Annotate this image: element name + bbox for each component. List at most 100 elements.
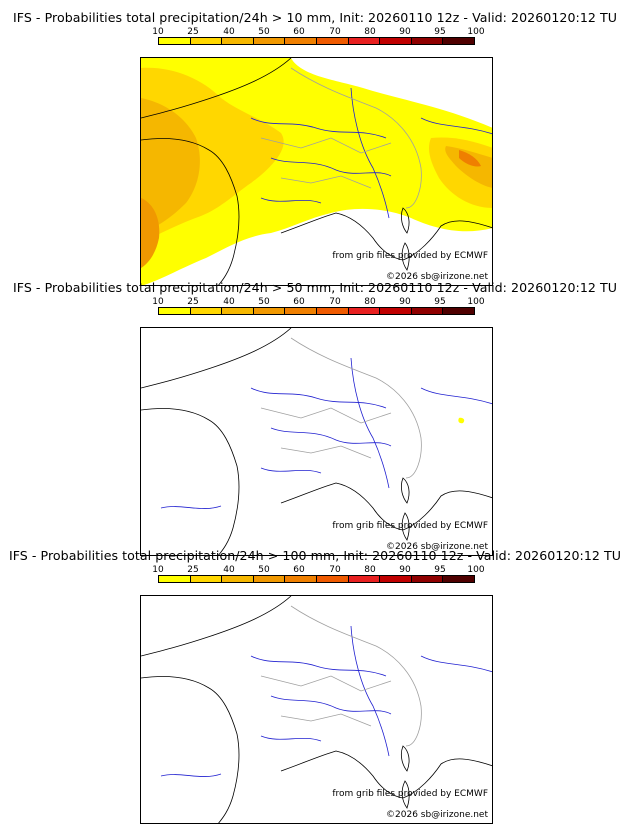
coastline (400, 745, 410, 772)
river (270, 695, 392, 715)
border (260, 407, 392, 424)
legend-swatch (253, 38, 286, 44)
legend-swatch (411, 38, 444, 44)
coastline (401, 242, 410, 271)
coastline (401, 512, 410, 541)
legend-tick: 100 (467, 297, 485, 307)
legend-tick: 10 (152, 27, 164, 37)
source-credit: from grib files provided by ECMWF (332, 251, 488, 261)
legend-tick: 60 (293, 27, 305, 37)
river (350, 87, 390, 219)
river (270, 157, 392, 177)
legend-swatch (285, 308, 317, 314)
legend-swatch (285, 576, 317, 582)
river (420, 117, 492, 135)
coastline (401, 780, 410, 809)
legend-tick: 80 (364, 27, 376, 37)
legend-tick: 40 (223, 27, 235, 37)
legend-swatch (222, 576, 254, 582)
legend-swatch (159, 576, 191, 582)
river (270, 427, 392, 447)
legend-tick: 80 (364, 297, 376, 307)
legend-swatch (285, 38, 317, 44)
legend-swatch (443, 308, 474, 314)
legend-tick: 25 (187, 27, 199, 37)
legend-tick: 70 (329, 27, 341, 37)
panel-title: IFS - Probabilities total precipitation/… (12, 280, 618, 295)
border (290, 67, 422, 209)
legend-swatch (348, 576, 381, 582)
legend-tick: 70 (329, 565, 341, 575)
river (350, 357, 390, 489)
panel-title: IFS - Probabilities total precipitation/… (8, 548, 622, 563)
legend-tick: 70 (329, 297, 341, 307)
map-frame: from grib files provided by ECMWF ©2026 … (140, 595, 493, 824)
legend-swatch (411, 576, 444, 582)
border (260, 137, 392, 154)
copyright-credit: ©2026 sb@irizone.net (386, 542, 488, 552)
legend-swatch (253, 576, 286, 582)
border (260, 675, 392, 692)
panel-10mm: IFS - Probabilities total precipitation/… (0, 10, 630, 286)
legend-tick: 50 (258, 565, 270, 575)
legend-tick: 50 (258, 27, 270, 37)
legend-tick: 90 (399, 565, 411, 575)
legend-tick: 10 (152, 565, 164, 575)
panel-title: IFS - Probabilities total precipitation/… (12, 10, 618, 25)
legend-tick: 25 (187, 565, 199, 575)
river (420, 387, 492, 405)
legend-labels: 10 25 40 50 60 70 80 90 95 100 (152, 27, 485, 37)
legend-tick: 100 (467, 565, 485, 575)
border (290, 337, 422, 479)
coastline (141, 408, 240, 555)
legend-tick: 10 (152, 297, 164, 307)
precip-field (141, 58, 492, 285)
legend-tick: 90 (399, 297, 411, 307)
color-legend (158, 575, 475, 583)
legend-swatch (316, 308, 349, 314)
color-legend (158, 37, 475, 45)
precip-map (141, 596, 492, 823)
legend-swatch (316, 38, 349, 44)
legend-tick: 60 (293, 297, 305, 307)
legend-tick: 25 (187, 297, 199, 307)
copyright-credit: ©2026 sb@irizone.net (386, 272, 488, 282)
river (260, 467, 322, 474)
border (280, 445, 372, 459)
color-legend (158, 307, 475, 315)
river (260, 735, 322, 742)
legend-labels: 10 25 40 50 60 70 80 90 95 100 (152, 565, 485, 575)
legend-swatch (222, 308, 254, 314)
copyright-credit: ©2026 sb@irizone.net (386, 810, 488, 820)
precip-map (141, 328, 492, 555)
legend-swatch (443, 38, 474, 44)
legend-tick: 80 (364, 565, 376, 575)
river (420, 655, 492, 673)
legend-tick: 95 (434, 27, 446, 37)
coastline (141, 138, 240, 285)
source-credit: from grib files provided by ECMWF (332, 521, 488, 531)
coastline (141, 676, 240, 823)
river (260, 197, 322, 204)
legend-swatch (380, 38, 412, 44)
legend-swatch (348, 38, 381, 44)
panel-100mm: IFS - Probabilities total precipitation/… (0, 548, 630, 824)
river (160, 773, 222, 777)
coastline (141, 596, 292, 657)
map-frame: from grib files provided by ECMWF ©2026 … (140, 327, 493, 556)
coastline (402, 490, 492, 531)
river (350, 625, 390, 757)
legend-swatch (380, 576, 412, 582)
river (160, 505, 222, 509)
coastline (280, 482, 404, 531)
coastline (141, 328, 292, 389)
panel-50mm: IFS - Probabilities total precipitation/… (0, 280, 630, 556)
legend-swatch (411, 308, 444, 314)
legend-swatch (190, 38, 223, 44)
legend-swatch (253, 308, 286, 314)
legend-tick: 60 (293, 565, 305, 575)
legend-swatch (222, 38, 254, 44)
legend-tick: 90 (399, 27, 411, 37)
legend-labels: 10 25 40 50 60 70 80 90 95 100 (152, 297, 485, 307)
border (280, 175, 372, 189)
